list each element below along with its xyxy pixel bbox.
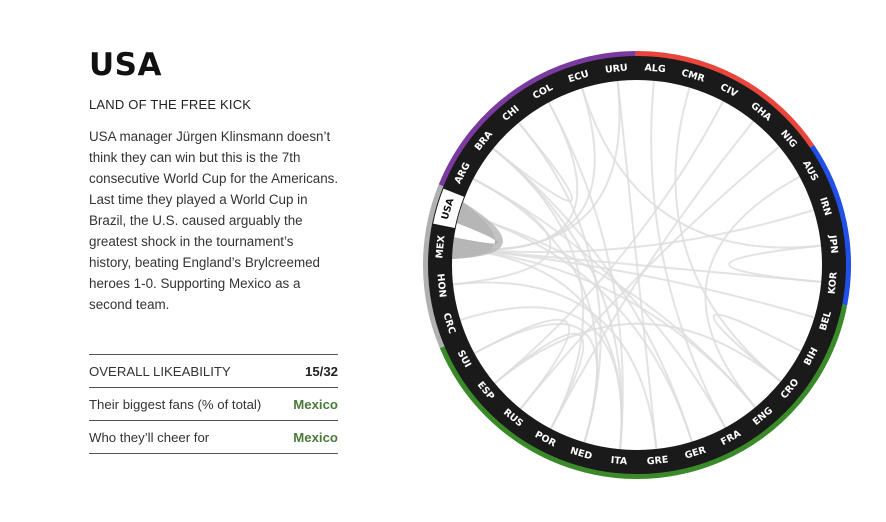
confederation-arc — [439, 304, 848, 479]
background-link — [473, 318, 571, 410]
stat-value: Mexico — [293, 396, 338, 412]
confederation-arc — [438, 51, 636, 187]
background-link — [704, 175, 801, 408]
background-link — [712, 313, 802, 383]
country-label-jpn[interactable]: JPN — [826, 234, 839, 255]
stat-row-biggest-fans: Their biggest fans (% of total) Mexico — [89, 387, 338, 420]
background-links — [452, 80, 822, 450]
country-label-irn[interactable]: IRN — [817, 196, 833, 217]
country-ring — [428, 56, 846, 474]
country-label-mex[interactable]: MEX — [434, 234, 447, 259]
stat-label: Their biggest fans (% of total) — [89, 396, 262, 412]
background-link — [492, 147, 693, 442]
stat-value: Mexico — [293, 429, 338, 445]
background-link — [547, 101, 624, 450]
country-profile: USA LAND OF THE FREE KICK USA manager Jü… — [89, 44, 339, 315]
highlight-links — [452, 202, 503, 259]
stats-table: OVERALL LIKEABILITY 15/32 Their biggest … — [89, 354, 338, 454]
highlight-link — [452, 202, 503, 259]
country-title: USA — [89, 47, 162, 83]
background-link — [494, 100, 725, 385]
confederation-arc — [635, 51, 815, 149]
background-link — [494, 332, 585, 430]
stat-row-cheer-for: Who they’ll cheer for Mexico — [89, 420, 338, 454]
country-label-kor[interactable]: KOR — [827, 271, 840, 295]
country-label-gre[interactable]: GRE — [646, 454, 669, 467]
confederation-ring — [423, 51, 851, 479]
confederation-arc — [423, 184, 446, 349]
background-link — [452, 247, 815, 319]
background-link — [728, 244, 822, 283]
stat-value: 15/32 — [304, 363, 338, 379]
selected-country-segment[interactable] — [433, 188, 464, 228]
country-tagline: LAND OF THE FREE KICK — [89, 97, 252, 112]
background-link — [452, 209, 814, 254]
stat-label: Who they’ll cheer for — [89, 429, 210, 445]
background-link — [452, 247, 623, 450]
country-label-uru[interactable]: URU — [605, 62, 629, 75]
background-link — [452, 177, 552, 286]
background-link — [650, 80, 727, 429]
background-link — [492, 147, 585, 430]
confederation-arc — [809, 144, 851, 306]
country-label-ita[interactable]: ITA — [610, 455, 628, 468]
background-link — [517, 122, 602, 443]
background-link — [459, 211, 693, 442]
background-link — [519, 145, 780, 410]
country-description: USA manager Jürgen Klinsmann doesn’t thi… — [89, 129, 339, 312]
country-label-alg[interactable]: ALG — [644, 62, 666, 75]
country-label-hon[interactable]: HON — [434, 273, 447, 298]
stat-row-likeability: OVERALL LIKEABILITY 15/32 — [89, 354, 338, 387]
background-link — [674, 87, 782, 383]
country-label-bel[interactable]: BEL — [818, 310, 834, 332]
background-link — [492, 122, 574, 202]
stat-label: OVERALL LIKEABILITY — [89, 363, 231, 379]
background-link — [581, 88, 822, 249]
background-link — [494, 322, 782, 385]
background-link — [459, 211, 757, 408]
background-link — [452, 281, 658, 450]
